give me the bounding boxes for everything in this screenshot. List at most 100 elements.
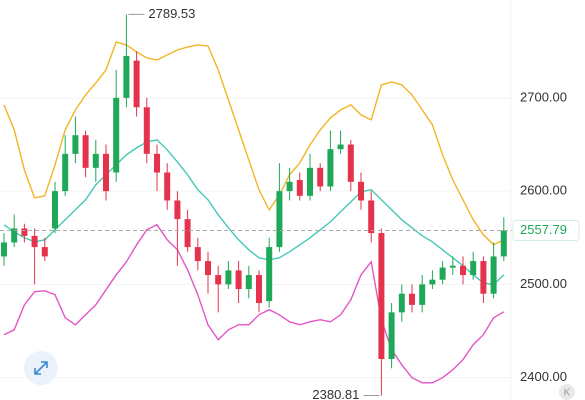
candle [143, 97, 150, 164]
candle-body [286, 181, 293, 192]
y-tick-label: 2400.00 [520, 369, 567, 384]
candle-body [256, 275, 262, 304]
candle [113, 69, 120, 182]
candle-body [72, 135, 79, 154]
candle-body [113, 97, 120, 173]
candle-body [41, 247, 48, 257]
candle [398, 284, 405, 322]
candle [174, 191, 181, 266]
candle-body [205, 261, 211, 276]
logo-text: K [564, 388, 571, 399]
plot [0, 14, 511, 396]
candle [429, 270, 436, 290]
last-price-box [512, 219, 580, 241]
candle-body [460, 265, 466, 276]
low-label: 2380.81 [312, 387, 359, 400]
candle-body [307, 167, 313, 196]
candle [347, 139, 354, 192]
candle-body [378, 233, 385, 359]
candle [31, 228, 38, 285]
candle-body [480, 261, 487, 294]
candle-body [449, 265, 456, 268]
candle-body [276, 191, 283, 248]
candle [286, 167, 293, 201]
candle [500, 217, 507, 262]
high-label: 2789.53 [148, 6, 195, 21]
candle-body [21, 228, 28, 236]
candle [103, 144, 109, 201]
candle [123, 14, 130, 108]
candle [327, 130, 334, 192]
candle [215, 265, 222, 313]
y-tick-label: 2600.00 [520, 183, 567, 198]
candle [62, 135, 69, 196]
candle [480, 256, 487, 304]
candle-body [143, 107, 150, 154]
candle [72, 116, 79, 164]
candle-body [429, 279, 436, 285]
candle-body [368, 200, 375, 234]
candle-body [490, 256, 497, 294]
candle [419, 275, 426, 313]
candle [296, 172, 303, 201]
candle-body [31, 235, 38, 248]
y-tick-label: 2500.00 [520, 276, 567, 291]
candle-body [245, 275, 252, 290]
candle [307, 153, 313, 201]
candle-body [164, 172, 171, 201]
candle [358, 172, 364, 210]
candle-body [296, 179, 303, 196]
candle [470, 251, 477, 280]
candle-body [235, 270, 242, 290]
candle-body [1, 242, 7, 257]
expand-button[interactable] [24, 351, 58, 385]
last-price-label: 2557.79 [520, 222, 567, 237]
candle-body [103, 153, 109, 192]
expand-icon [34, 361, 48, 375]
candle-body [327, 149, 334, 187]
candle-body [184, 219, 191, 248]
candle [439, 261, 446, 285]
candle [378, 228, 385, 396]
candle [276, 163, 283, 252]
candle [52, 181, 58, 234]
candle-body [358, 181, 364, 201]
candle [256, 270, 262, 313]
candle [21, 223, 28, 243]
candle-body [470, 261, 477, 276]
band-line [3, 41, 505, 246]
logo-circle [559, 384, 575, 400]
candle [317, 163, 324, 192]
candle [245, 265, 252, 299]
candle-body [337, 144, 344, 150]
candle-body [62, 153, 69, 192]
candle [409, 284, 415, 313]
candle [460, 256, 466, 285]
candle [194, 237, 201, 271]
candle [82, 130, 89, 178]
candle-body [194, 247, 201, 262]
candle-body [439, 267, 446, 280]
candle-body [52, 191, 58, 229]
candle-body [225, 270, 232, 285]
candle [1, 233, 7, 266]
candle [490, 242, 497, 299]
band-line [3, 223, 505, 384]
candle-body [123, 55, 130, 98]
candle-body [388, 312, 395, 359]
candle-body [92, 153, 99, 168]
candle [388, 303, 395, 369]
candle-body [266, 247, 273, 302]
candle [225, 261, 232, 290]
logo: K [559, 384, 575, 400]
candle [235, 261, 242, 304]
candle-body [11, 228, 18, 243]
candle-body [409, 293, 415, 305]
candle-body [174, 200, 181, 220]
candle-body [154, 153, 160, 173]
candle [266, 237, 273, 308]
candle [368, 191, 375, 243]
band-line [3, 139, 505, 286]
